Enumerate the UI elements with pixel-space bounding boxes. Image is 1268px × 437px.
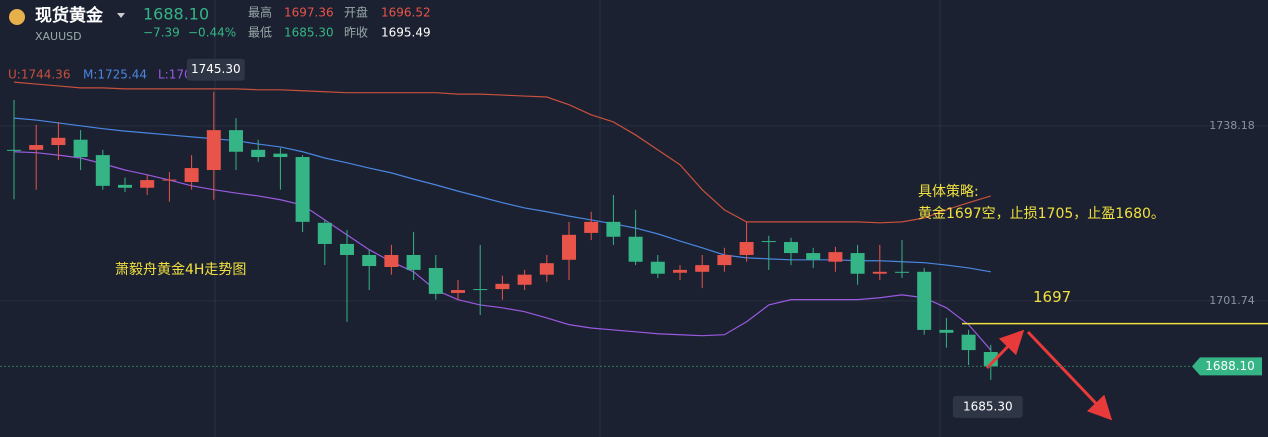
label: 最低 <box>248 26 272 40</box>
max-label: 1745.30 <box>191 62 241 76</box>
label: 最高 <box>248 5 272 20</box>
candle-body <box>295 157 310 222</box>
price-tag <box>1192 357 1262 376</box>
candle-body <box>273 153 288 158</box>
candle-body <box>784 242 798 254</box>
candle-body <box>406 254 421 270</box>
change-pct: −0.44% <box>188 26 236 40</box>
candle-body <box>562 234 576 260</box>
value: 1695.49 <box>381 26 431 40</box>
min-tag <box>952 395 1023 418</box>
value: 1685.30 <box>284 26 334 40</box>
band-line <box>13 117 991 273</box>
candle-body <box>539 263 554 275</box>
y-tick-label: 1701.74 <box>1209 294 1255 307</box>
candle-body <box>95 155 110 186</box>
candle-body <box>29 145 44 150</box>
candle-body <box>517 274 532 285</box>
candle-body <box>118 184 132 188</box>
symbol-name[interactable]: 现货黄金 <box>35 5 104 26</box>
candle-body <box>162 179 177 181</box>
candle-body <box>340 243 354 255</box>
candle-body <box>739 242 754 255</box>
candle-body <box>451 290 465 293</box>
candle-body <box>673 269 687 273</box>
band-line <box>13 81 991 224</box>
target-label: 1697 <box>1033 288 1071 306</box>
candle-body <box>850 253 865 274</box>
candle-body <box>895 271 909 273</box>
dropdown[interactable] <box>117 13 125 18</box>
candle-body <box>317 222 332 244</box>
y-tick-label: 1738.18 <box>1209 119 1255 132</box>
coin-icon <box>9 9 25 25</box>
candle-body <box>251 149 266 158</box>
label: 开盘 <box>344 5 368 20</box>
arrow <box>985 329 1025 370</box>
plot: 1738.181701.74U:1744.36M:1725.44L:1706.8… <box>0 58 1268 418</box>
candle-body <box>717 254 732 266</box>
value: 1697.36 <box>284 6 334 20</box>
candle-body <box>872 271 887 274</box>
strategy: 黄金1697空，止损1705，止盈1680。 <box>918 205 1165 222</box>
candle-body <box>206 130 221 170</box>
candle-body <box>229 130 243 152</box>
candle-body <box>7 149 21 151</box>
max-tag <box>186 58 245 81</box>
candle-body <box>140 180 155 188</box>
candle-body <box>939 329 954 333</box>
candle-body <box>828 252 843 262</box>
candle-body <box>428 267 443 294</box>
band-label: U:1744.36 <box>8 68 70 82</box>
value: 1696.52 <box>381 6 431 20</box>
candle-body <box>184 168 199 183</box>
candle-body <box>584 221 599 233</box>
price-tag-label: 1688.10 <box>1205 359 1255 373</box>
symbol: XAUUSD <box>35 30 82 43</box>
candle-body <box>628 236 643 262</box>
candle-body <box>650 261 665 274</box>
candle-body <box>384 254 399 268</box>
change: −7.39 <box>143 26 180 40</box>
candle-body <box>806 253 821 260</box>
candle-body <box>51 137 66 146</box>
candle-body <box>606 221 621 237</box>
band-line <box>13 151 992 351</box>
arrow <box>1026 330 1113 421</box>
candle-body <box>961 334 976 351</box>
candle-body <box>73 139 88 158</box>
candle-body <box>362 254 377 267</box>
candle-body <box>495 283 510 290</box>
candle-body <box>917 271 932 330</box>
candle-body <box>695 265 710 272</box>
strategy: 具体策略: <box>918 183 979 200</box>
watermark: 萧毅舟黄金4H走势图 <box>115 261 246 278</box>
band-label: M:1725.44 <box>83 68 147 82</box>
min-label: 1685.30 <box>963 399 1013 413</box>
candle-body <box>983 352 998 367</box>
candle-body <box>473 289 488 291</box>
candle-body <box>761 241 776 243</box>
label: 昨收 <box>344 26 368 40</box>
price: 1688.10 <box>143 5 209 24</box>
